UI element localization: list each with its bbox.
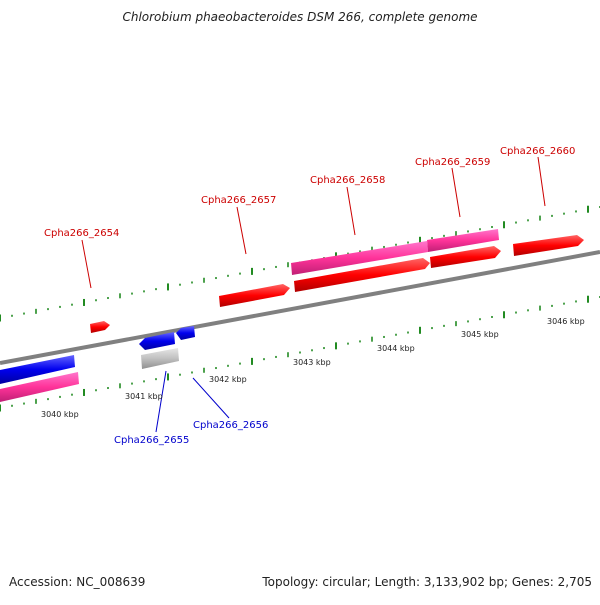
- gene-label-cpha266-2654[interactable]: Cpha266_2654: [44, 228, 119, 239]
- label-leader-lines: [81, 156, 546, 433]
- scale-label-3043-kbp: 3043 kbp: [293, 358, 331, 367]
- gene-cpha266-2657[interactable]: [219, 284, 290, 307]
- inner-tick-marks: [0, 295, 600, 412]
- gene-label-cpha266-2657[interactable]: Cpha266_2657: [201, 195, 276, 206]
- gene-label-cpha266-2659[interactable]: Cpha266_2659: [415, 157, 490, 168]
- gene-cpha266-2659[interactable]: [430, 246, 501, 268]
- scale-label-3040-kbp: 3040 kbp: [41, 410, 79, 419]
- feature-track: [0, 229, 584, 402]
- scale-label-3046-kbp: 3046 kbp: [547, 317, 585, 326]
- gene-cpha266-2660[interactable]: [513, 235, 584, 256]
- gene-labels: Cpha266_2654 Cpha266_2655 Cpha266_2656 C…: [44, 146, 575, 446]
- scale-labels: 3040 kbp 3041 kbp 3042 kbp 3043 kbp 3044…: [41, 317, 585, 419]
- gene-label-cpha266-2655[interactable]: Cpha266_2655: [114, 435, 189, 446]
- rna-feature-upper-left[interactable]: [291, 241, 428, 275]
- scale-label-3044-kbp: 3044 kbp: [377, 344, 415, 353]
- gene-cpha266-2655[interactable]: [139, 332, 175, 350]
- scale-label-3041-kbp: 3041 kbp: [125, 392, 163, 401]
- gene-label-cpha266-2660[interactable]: Cpha266_2660: [500, 146, 575, 157]
- gene-reverse-left[interactable]: [0, 355, 75, 384]
- map-title: Chlorobium phaeobacteroides DSM 266, com…: [122, 10, 478, 24]
- gene-cpha266-2656[interactable]: [176, 326, 195, 340]
- scale-label-3045-kbp: 3045 kbp: [461, 330, 499, 339]
- gene-label-cpha266-2656[interactable]: Cpha266_2656: [193, 420, 268, 431]
- gene-cpha266-2654[interactable]: [90, 321, 110, 333]
- outer-tick-marks: [0, 205, 600, 322]
- genome-summary-text: Topology: circular; Length: 3,133,902 bp…: [262, 575, 592, 589]
- pseudogene-feature[interactable]: [141, 348, 179, 369]
- rna-feature-upper-right[interactable]: [427, 229, 499, 252]
- gene-label-cpha266-2658[interactable]: Cpha266_2658: [310, 175, 385, 186]
- gene-cpha266-2658[interactable]: [294, 258, 430, 292]
- accession-text: Accession: NC_008639: [9, 575, 146, 589]
- rna-feature-lower-left[interactable]: [0, 372, 79, 402]
- scale-label-3042-kbp: 3042 kbp: [209, 375, 247, 384]
- genome-backbone: [0, 250, 600, 365]
